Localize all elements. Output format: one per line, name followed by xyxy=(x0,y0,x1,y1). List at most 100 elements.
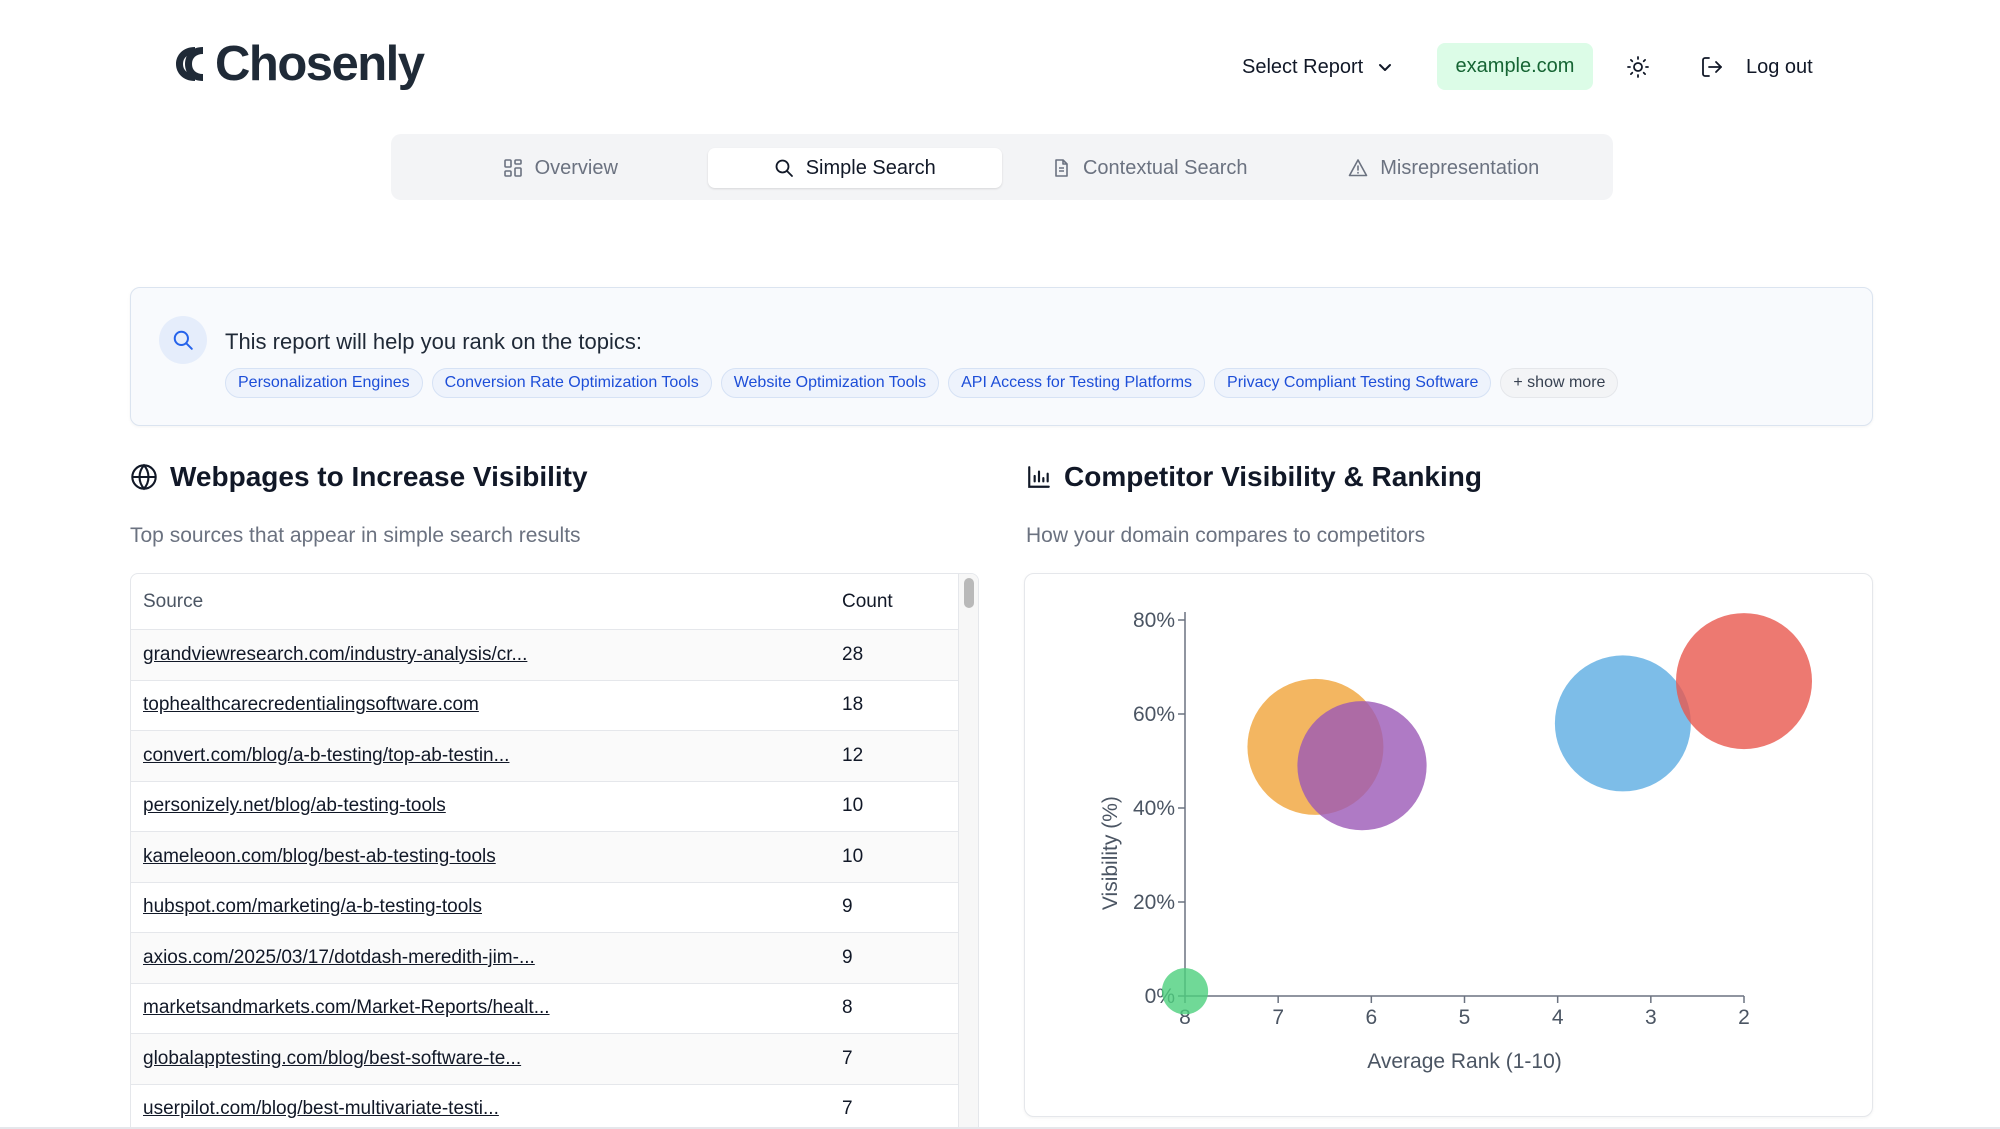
table-scrollbar[interactable] xyxy=(958,574,978,1128)
bubble-point xyxy=(1554,655,1691,792)
tab-label: Contextual Search xyxy=(1082,156,1248,179)
source-link[interactable]: grandviewresearch.com/industry-analysis/… xyxy=(143,643,528,665)
column-header-count[interactable]: Count xyxy=(842,590,893,612)
source-link[interactable]: kameleoon.com/blog/best-ab-testing-tools xyxy=(143,845,496,867)
topics-card: This report will help you rank on the to… xyxy=(130,287,1873,426)
source-link[interactable]: personizely.net/blog/ab-testing-tools xyxy=(143,795,446,817)
x-tick-label: 4 xyxy=(1552,1006,1564,1029)
select-report-label: Select Report xyxy=(1242,55,1364,78)
tab-label: Simple Search xyxy=(805,156,936,179)
chevron-down-icon xyxy=(1379,64,1392,71)
count-cell: 10 xyxy=(842,845,864,867)
scrollbar-thumb[interactable] xyxy=(964,578,974,608)
source-link[interactable]: convert.com/blog/a-b-testing/top-ab-test… xyxy=(143,744,510,766)
y-tick-label: 20% xyxy=(1133,891,1175,914)
tab-label: Overview xyxy=(534,156,618,179)
report-tabs: Overview Simple Search Contextual Search… xyxy=(391,134,1613,200)
competitors-title: Competitor Visibility & Ranking xyxy=(1064,461,1482,492)
source-link[interactable]: globalapptesting.com/blog/best-software-… xyxy=(143,1047,522,1069)
count-cell: 28 xyxy=(842,643,864,665)
y-tick-label: 80% xyxy=(1133,609,1175,632)
document-icon xyxy=(1055,159,1068,177)
x-tick-label: 3 xyxy=(1645,1006,1657,1029)
table-header: Source Count xyxy=(131,574,978,630)
x-tick-label: 5 xyxy=(1459,1006,1471,1029)
table-body: grandviewresearch.com/industry-analysis/… xyxy=(131,630,978,1129)
bubble-point xyxy=(1676,613,1812,750)
topic-chip[interactable]: Conversion Rate Optimization Tools xyxy=(431,368,712,398)
source-link[interactable]: marketsandmarkets.com/Market-Reports/hea… xyxy=(143,997,550,1019)
competitor-chart-card: 8 7 6 5 4 3 2 0% 20% 40% 60% 80% Average Rank (1-10)… xyxy=(1024,573,1873,1117)
y-tick-label: 40% xyxy=(1133,797,1175,820)
table-row: personizely.net/blog/ab-testing-tools 10 xyxy=(131,782,978,832)
tab-simple-search[interactable]: Simple Search xyxy=(707,148,1002,188)
tab-contextual-search[interactable]: Contextual Search xyxy=(1002,148,1297,188)
x-tick-label: 7 xyxy=(1272,1006,1284,1029)
count-cell: 10 xyxy=(842,795,864,817)
count-cell: 7 xyxy=(842,1047,853,1069)
bar-chart-icon xyxy=(1028,466,1050,488)
topics-title: This report will help you rank on the to… xyxy=(225,329,642,354)
count-cell: 7 xyxy=(842,1098,853,1120)
topic-chip[interactable]: Website Optimization Tools xyxy=(720,368,940,398)
x-axis-title: Average Rank (1-10) xyxy=(1367,1050,1562,1073)
count-cell: 12 xyxy=(842,744,864,766)
competitors-subtitle: How your domain compares to competitors xyxy=(1026,524,1426,547)
count-cell: 18 xyxy=(842,694,864,716)
app-header: Chosenly Select Report example.com Log o… xyxy=(0,0,2000,130)
webpages-title: Webpages to Increase Visibility xyxy=(170,461,588,492)
domain-badge[interactable]: example.com xyxy=(1437,43,1593,90)
visibility-rank-chart: 8 7 6 5 4 3 20%20%40%60%80%Average Rank (1-10)… xyxy=(1099,609,1812,1073)
page-bottom-edge xyxy=(0,1127,2000,1129)
theme-toggle-button[interactable] xyxy=(1624,53,1652,81)
source-link[interactable]: tophealthcarecredentialingsoftware.com xyxy=(143,694,479,716)
sun-icon xyxy=(1627,56,1649,78)
y-tick-label: 60% xyxy=(1133,703,1175,726)
count-cell: 9 xyxy=(842,896,853,918)
search-icon xyxy=(159,316,207,364)
bubble-point xyxy=(1161,968,1209,1015)
count-cell: 8 xyxy=(842,997,853,1019)
bubble-point xyxy=(1297,701,1427,831)
brand-name: Chosenly xyxy=(215,37,425,91)
competitors-section-title: Competitor Visibility & Ranking xyxy=(1026,461,1482,493)
table-row: convert.com/blog/a-b-testing/top-ab-test… xyxy=(131,731,978,782)
topic-chips: Personalization Engines Conversion Rate … xyxy=(225,368,1619,398)
table-row: globalapptesting.com/blog/best-software-… xyxy=(131,1034,978,1085)
source-link[interactable]: hubspot.com/marketing/a-b-testing-tools xyxy=(143,896,482,918)
grid-icon xyxy=(503,159,522,177)
x-tick-label: 6 xyxy=(1365,1006,1377,1029)
webpages-subtitle: Top sources that appear in simple search… xyxy=(130,524,581,547)
column-header-source[interactable]: Source xyxy=(143,590,204,612)
tab-misrepresentation[interactable]: Misrepresentation xyxy=(1297,148,1592,188)
x-tick-label: 8 xyxy=(1179,1006,1191,1029)
topic-chip[interactable]: API Access for Testing Platforms xyxy=(948,368,1206,398)
topic-chip[interactable]: Personalization Engines xyxy=(225,368,423,398)
table-row: grandviewresearch.com/industry-analysis/… xyxy=(131,630,978,681)
table-row: tophealthcarecredentialingsoftware.com 18 xyxy=(131,681,978,731)
globe-icon xyxy=(131,463,157,491)
source-link[interactable]: userpilot.com/blog/best-multivariate-tes… xyxy=(143,1098,499,1120)
logo-mark-icon xyxy=(176,47,203,81)
x-tick-label: 2 xyxy=(1738,1006,1750,1029)
logout-button[interactable]: Log out xyxy=(1700,50,1813,84)
table-row: kameleoon.com/blog/best-ab-testing-tools… xyxy=(131,832,978,883)
logout-label: Log out xyxy=(1746,55,1813,78)
table-row: hubspot.com/marketing/a-b-testing-tools 9 xyxy=(131,883,978,933)
source-link[interactable]: axios.com/2025/03/17/dotdash-meredith-ji… xyxy=(143,946,535,968)
warning-icon xyxy=(1348,159,1368,177)
brand-logo[interactable]: Chosenly xyxy=(173,34,425,94)
select-report-dropdown[interactable]: Select Report xyxy=(1242,50,1393,84)
tab-overview[interactable]: Overview xyxy=(413,148,708,188)
table-row: userpilot.com/blog/best-multivariate-tes… xyxy=(131,1085,978,1129)
sources-table: Source Count grandviewresearch.com/indus… xyxy=(130,573,979,1129)
topic-chip[interactable]: Privacy Compliant Testing Software xyxy=(1214,368,1492,398)
count-cell: 9 xyxy=(842,946,853,968)
table-row: axios.com/2025/03/17/dotdash-meredith-ji… xyxy=(131,933,978,984)
table-row: marketsandmarkets.com/Market-Reports/hea… xyxy=(131,984,978,1034)
show-more-button[interactable]: + show more xyxy=(1500,368,1619,398)
webpages-section-title: Webpages to Increase Visibility xyxy=(130,461,588,493)
search-icon xyxy=(775,159,793,177)
y-axis-title: Visibility (%) xyxy=(1099,796,1122,910)
logout-icon xyxy=(1702,57,1722,77)
